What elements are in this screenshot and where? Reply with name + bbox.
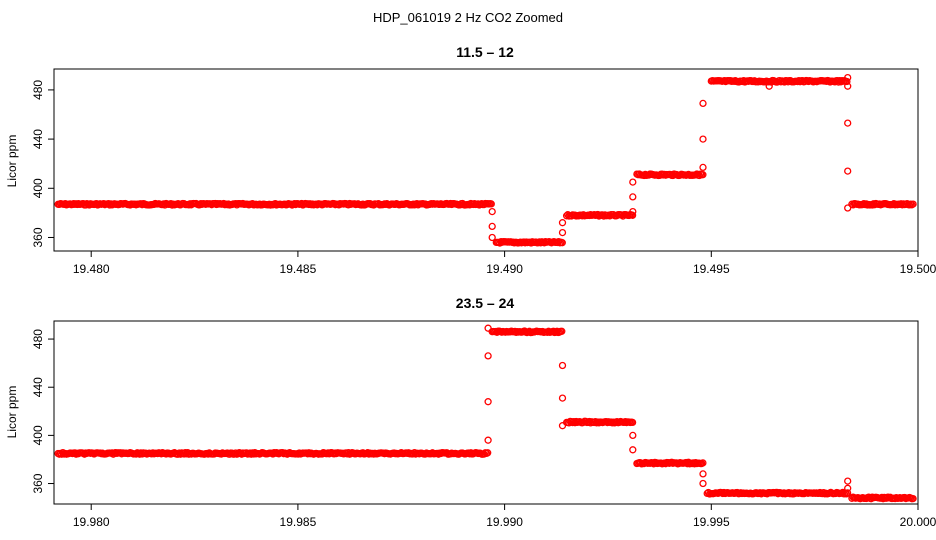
data-point	[844, 82, 852, 90]
y-tick-label: 480	[31, 329, 45, 349]
data-point	[844, 484, 852, 492]
data-point	[629, 207, 637, 216]
data-points	[54, 73, 917, 247]
data-point	[488, 233, 496, 242]
panel-title: 23.5 – 24	[456, 295, 515, 311]
data-point	[484, 436, 492, 444]
data-point	[628, 211, 637, 219]
x-tick-label: 19.495	[693, 262, 730, 276]
y-tick-label: 360	[31, 227, 45, 247]
data-point	[843, 77, 851, 86]
data-point	[844, 477, 852, 485]
panel-top: 11.5 – 12 Licor ppm 19.480 19.485 19.490 19…	[5, 44, 936, 276]
data-point	[629, 178, 637, 186]
y-tick-label: 400	[31, 425, 45, 445]
x-tick-label: 20.000	[900, 515, 936, 529]
data-point	[909, 494, 917, 503]
data-point	[558, 327, 566, 335]
y-tick-label: 440	[31, 129, 45, 149]
data-point	[765, 82, 773, 90]
y-tick-label: 360	[31, 473, 45, 493]
data-point	[488, 222, 496, 231]
data-point	[844, 73, 852, 82]
data-point	[699, 171, 707, 179]
data-point	[484, 352, 492, 360]
data-point	[699, 99, 707, 108]
data-point	[909, 200, 917, 208]
x-tick-label: 19.480	[73, 262, 110, 276]
data-point	[558, 219, 567, 227]
data-point	[558, 228, 567, 237]
panel-bottom: 23.5 – 24 Licor ppm 19.980 19.985 19.990 19…	[5, 295, 936, 529]
y-axis-label: Licor ppm	[5, 386, 19, 439]
plot-frame	[53, 68, 919, 252]
data-point	[699, 135, 707, 143]
data-point	[699, 163, 707, 172]
data-point	[558, 394, 567, 402]
data-point	[484, 449, 492, 457]
x-tick-label: 19.990	[486, 515, 523, 529]
data-point	[628, 418, 637, 427]
axis-ticks: 19.480 19.485 19.490 19.495 19.500 360 400 440 4…	[31, 80, 936, 276]
data-point	[484, 324, 492, 332]
x-tick-label: 19.500	[900, 262, 936, 276]
data-point	[843, 489, 852, 497]
data-point	[484, 398, 492, 406]
data-point	[629, 431, 637, 440]
x-tick-label: 19.995	[693, 515, 730, 529]
data-point	[558, 422, 567, 430]
data-point	[487, 200, 495, 208]
data-point	[488, 207, 496, 216]
data-point	[699, 459, 707, 467]
data-points	[54, 324, 917, 503]
data-point	[558, 239, 566, 247]
x-tick-label: 19.980	[73, 515, 110, 529]
data-point	[558, 361, 567, 370]
y-axis-label: Licor ppm	[5, 135, 19, 188]
data-point	[699, 479, 707, 488]
x-tick-label: 19.490	[486, 262, 523, 276]
data-point	[699, 470, 707, 478]
data-point	[844, 204, 852, 212]
data-point	[629, 193, 637, 201]
data-point	[844, 119, 852, 127]
data-point	[844, 167, 852, 175]
figure-title: HDP_061019 2 Hz CO2 Zoomed	[373, 10, 563, 25]
y-tick-label: 480	[31, 80, 45, 100]
data-point	[629, 446, 637, 454]
panel-title: 11.5 – 12	[456, 44, 514, 60]
y-tick-label: 400	[31, 178, 45, 198]
plot-frame	[53, 320, 919, 505]
x-tick-label: 19.985	[280, 515, 317, 529]
y-tick-label: 440	[31, 377, 45, 397]
axis-ticks: 19.980 19.985 19.990 19.995 20.000 360 400 440 4…	[31, 329, 936, 529]
x-tick-label: 19.485	[280, 262, 317, 276]
